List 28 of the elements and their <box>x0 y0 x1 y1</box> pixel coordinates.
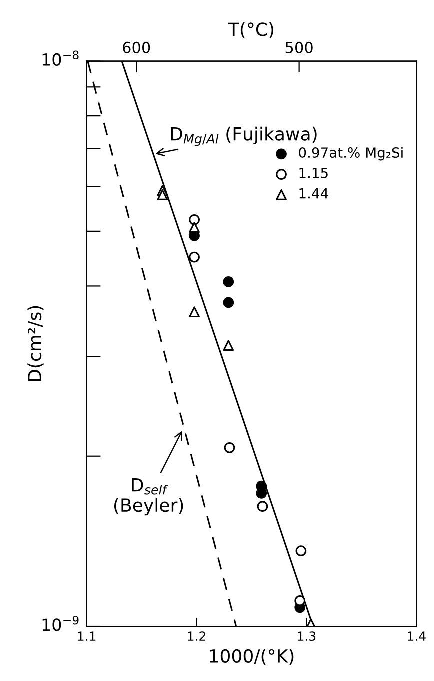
x-tick-label: 1.4 <box>408 632 426 641</box>
point <box>294 595 306 606</box>
point <box>296 546 307 556</box>
x-axis-title: 1000/(°K) <box>210 649 294 666</box>
annotation: D$_{Mg/Al}$ (Fujikawa) <box>171 126 317 146</box>
legend-label: 0.97at.% Mg₂Si <box>299 147 403 161</box>
x2-axis-title: T(°C) <box>228 22 274 38</box>
point <box>189 222 200 233</box>
point <box>189 252 200 263</box>
point <box>224 442 236 454</box>
point <box>257 501 268 512</box>
point <box>223 297 234 308</box>
point <box>223 276 234 288</box>
y-tick-label: 10$^{−8}$ <box>42 50 79 66</box>
point <box>157 190 168 200</box>
legend-label: 1.44 <box>300 188 328 199</box>
y-tick-label: 10$^{−9}$ <box>42 616 79 632</box>
x2-tick-label: 600 <box>123 42 150 54</box>
point <box>189 214 200 226</box>
annotation: D$_{self}$ (Beyler) <box>114 478 184 516</box>
point <box>223 340 234 352</box>
legend-label: 1.15 <box>300 168 328 178</box>
x2-tick-label: 500 <box>286 42 313 54</box>
point <box>189 306 200 318</box>
y-axis-title: D(cm²/s) <box>28 306 44 382</box>
x-tick-label: 1.2 <box>188 632 206 641</box>
x-tick-label: 1.3 <box>298 632 316 642</box>
x-tick-label: 1.1 <box>78 632 96 641</box>
